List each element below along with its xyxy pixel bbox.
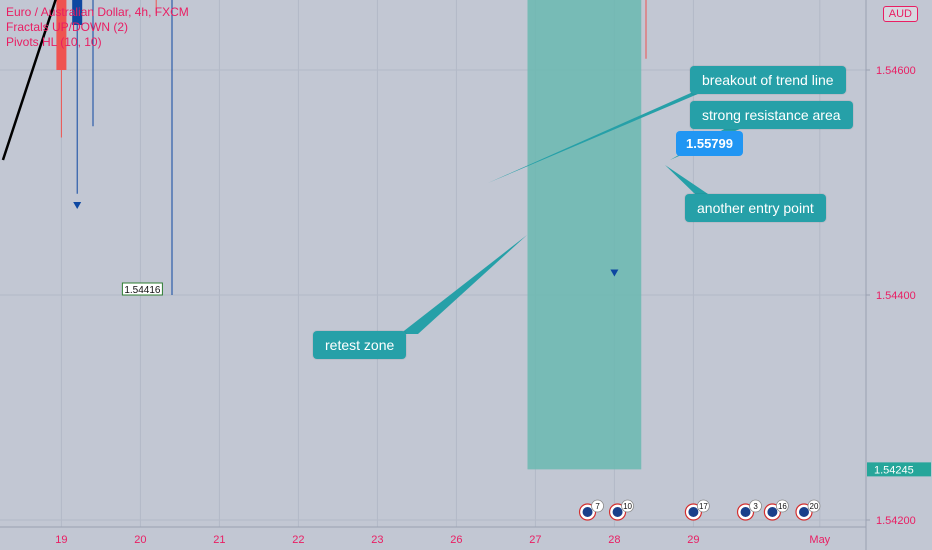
breakout-pointer [488,88,712,183]
retest-callout: retest zone [313,331,407,359]
event-count: 10 [623,502,632,511]
time-axis-label: 20 [134,534,146,546]
legend-fractals[interactable]: Fractals UP/DOWN (2) [6,20,129,34]
event-count-bubble [776,499,789,513]
entry-callout: another entry point [685,194,826,222]
breakout-callout: breakout of trend line [690,66,846,94]
price-axis-badge-value: 1.54245 [874,464,914,476]
time-axis-label: 23 [371,534,383,546]
time-axis-label: 28 [608,534,620,546]
entry-pointer [665,165,708,194]
event-count: 3 [753,502,758,511]
fractal-down-marker [610,269,619,277]
time-axis-background [0,527,932,550]
event-marker-flag [612,507,623,517]
event-count: 20 [810,502,819,511]
currency-badge[interactable]: AUD [882,6,918,22]
candle-body [72,0,83,25]
event-count-bubble [621,499,634,513]
time-axis-label: May [809,534,830,546]
time-axis-label: 26 [450,534,462,546]
price-axis-label: 1.54200 [876,515,916,527]
event-count-bubble [749,499,762,513]
event-marker-flag [582,507,593,517]
price-axis-background [866,0,932,550]
candle-body [56,0,67,70]
chart-legend: Euro / Australian Dollar, 4h, FXCM Fract… [6,5,189,50]
event-count-bubble [807,499,821,513]
pivot-label: 1.54416 [124,285,161,296]
event-count-bubble [591,499,604,513]
event-marker-flag [740,507,751,517]
event-marker-flag [688,507,699,517]
legend-pivots[interactable]: Pivots HL (10, 10) [6,35,102,49]
time-axis-label: 29 [687,534,699,546]
pivot-label-box [121,282,163,296]
event-marker-flag [799,507,809,517]
fractal-down-marker [73,202,82,209]
time-axis-label: 19 [55,534,67,546]
time-axis-label: 22 [292,534,304,546]
event-count: 16 [778,502,787,511]
legend-symbol[interactable]: Euro / Australian Dollar, 4h, FXCM [6,5,189,19]
price-axis-label: 1.54400 [876,290,916,302]
event-count: 7 [595,502,600,511]
time-axis-label: 27 [529,534,541,546]
event-count: 17 [699,502,708,511]
resistance-callout: strong resistance area [690,101,853,129]
entry-price-box: 1.55799 [676,131,743,156]
event-marker-flag [767,507,778,517]
retest-pointer [400,235,527,334]
price-axis-badge [867,462,931,477]
event-count-bubble [697,499,710,513]
price-axis-label: 1.54600 [876,65,916,77]
position-target-zone [527,0,642,470]
time-axis-label: 21 [213,534,225,546]
